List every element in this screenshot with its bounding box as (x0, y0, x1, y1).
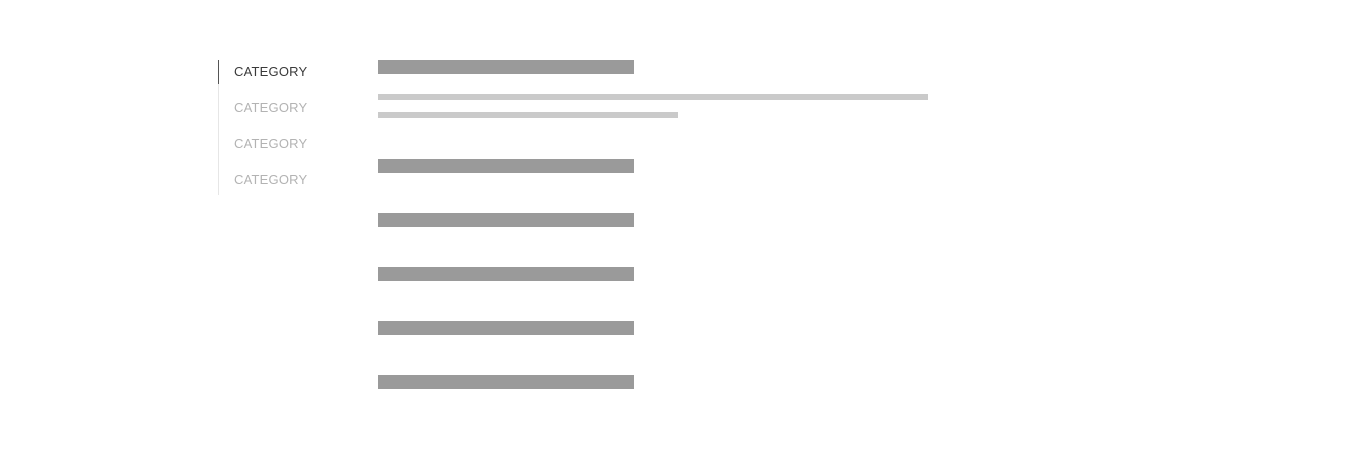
text-placeholder-line-1 (378, 94, 928, 100)
heading-placeholder-5 (378, 321, 634, 335)
heading-placeholder-6 (378, 375, 634, 389)
category-item-label: CATEGORY (234, 100, 308, 115)
category-item-label: CATEGORY (234, 172, 308, 187)
category-item-label: CATEGORY (234, 136, 308, 151)
category-item-1[interactable]: CATEGORY (218, 60, 307, 84)
category-item-label: CATEGORY (234, 64, 308, 79)
heading-placeholder-2 (378, 159, 634, 173)
category-item-2[interactable]: CATEGORY (219, 96, 307, 120)
category-item-4[interactable]: CATEGORY (219, 168, 307, 192)
category-item-3[interactable]: CATEGORY (219, 132, 307, 156)
category-sidebar: CATEGORY CATEGORY CATEGORY CATEGORY (218, 60, 359, 195)
heading-placeholder-4 (378, 267, 634, 281)
content-area (378, 0, 1078, 449)
heading-placeholder-3 (378, 213, 634, 227)
heading-placeholder-1 (378, 60, 634, 74)
text-placeholder-line-2 (378, 112, 678, 118)
